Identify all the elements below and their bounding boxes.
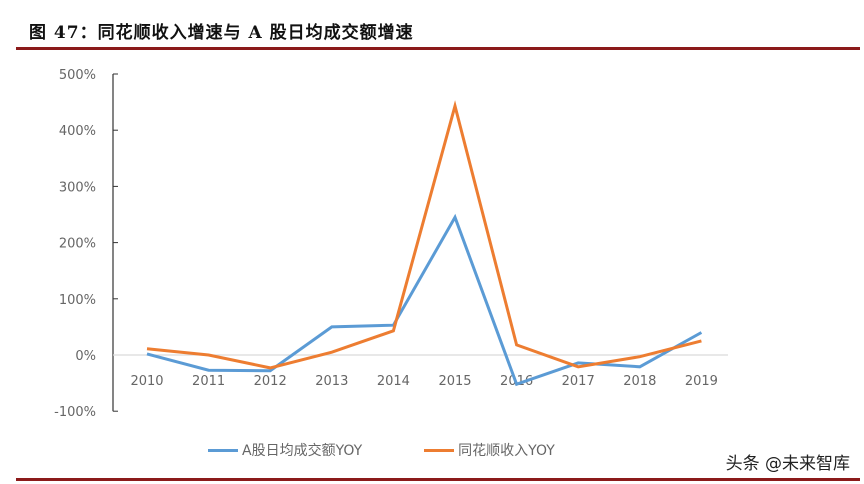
y-tick-label: -100% <box>54 405 96 420</box>
y-tick-label: 200% <box>59 237 96 252</box>
y-tick-label: 500% <box>59 68 96 83</box>
chart-legend: A股日均成交额YOY 同花顺收入YOY <box>208 440 555 460</box>
legend-swatch-orange <box>424 448 455 452</box>
watermark: 头条 @未来智库 <box>725 454 850 474</box>
x-tick-label: 2012 <box>254 374 287 389</box>
x-axis-labels: 2010 2011 2012 2013 2014 2015 2016 2017 2018 2019 <box>130 374 717 389</box>
y-tick-label: 400% <box>59 124 96 139</box>
y-tick-label: 300% <box>59 180 96 195</box>
y-tick-label: 0% <box>75 349 96 364</box>
x-tick-label: 2013 <box>315 374 348 389</box>
x-tick-label: 2010 <box>130 374 163 389</box>
chart-series <box>146 100 703 387</box>
x-tick-label: 2014 <box>377 374 410 389</box>
x-tick-label: 2015 <box>438 374 471 389</box>
x-tick-label: 2018 <box>623 374 656 389</box>
y-tick-label: 100% <box>59 293 96 308</box>
bottom-divider <box>16 478 860 481</box>
figure-title: 图 47：同花顺收入增速与 A 股日均成交额增速 <box>29 23 414 43</box>
x-tick-label: 2019 <box>685 374 718 389</box>
legend-item-a-share-turnover: A股日均成交额YOY <box>208 440 362 460</box>
legend-swatch-blue <box>208 448 238 452</box>
series-a-share-turnover-line <box>146 213 703 387</box>
line-chart: -100% 0% 100% 200% 300% 400% 500% 2010 2011 2012… <box>54 68 728 420</box>
legend-label: 同花顺收入YOY <box>458 443 555 459</box>
x-tick-label: 2011 <box>192 374 225 389</box>
legend-label: A股日均成交额YOY <box>242 443 363 459</box>
title-divider <box>16 47 860 50</box>
legend-item-ths-revenue: 同花顺收入YOY <box>424 440 555 460</box>
x-tick-label: 2017 <box>562 374 595 389</box>
series-ths-revenue-line <box>146 100 702 370</box>
